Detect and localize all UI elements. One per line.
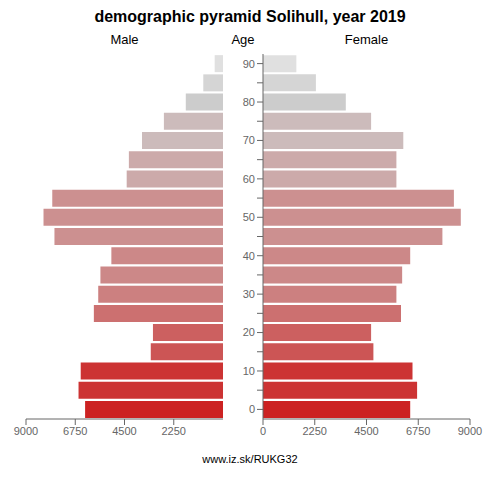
svg-text:60: 60 (243, 173, 255, 185)
html-text:Female: Female (344, 32, 389, 47)
svg-text:20: 20 (243, 326, 255, 338)
html-text:Male: Male (110, 32, 139, 47)
svg-text:0: 0 (249, 403, 255, 415)
svg-text:80: 80 (243, 96, 255, 108)
svg-text:70: 70 (243, 134, 255, 146)
svg-text:30: 30 (243, 288, 255, 300)
svg-text:2250: 2250 (162, 425, 186, 437)
svg-text:4500: 4500 (354, 425, 378, 437)
svg-text:6750: 6750 (406, 425, 430, 437)
html-text:www.iz.sk/RUKG32: www.iz.sk/RUKG32 (202, 453, 298, 465)
svg-text:2250: 2250 (303, 425, 327, 437)
svg-text:9000: 9000 (14, 425, 38, 437)
svg-text:6750: 6750 (63, 425, 87, 437)
svg-text:40: 40 (243, 250, 255, 262)
svg-text:4500: 4500 (112, 425, 136, 437)
html-text:Age: Age (231, 32, 255, 47)
svg-text:10: 10 (243, 365, 255, 377)
svg-text:90: 90 (243, 58, 255, 70)
svg-text:0: 0 (260, 425, 266, 437)
svg-text:50: 50 (243, 211, 255, 223)
html-text:demographic pyramid Solihull,: demographic pyramid Solihull, year 2019 (94, 8, 406, 25)
svg-text:9000: 9000 (458, 425, 482, 437)
